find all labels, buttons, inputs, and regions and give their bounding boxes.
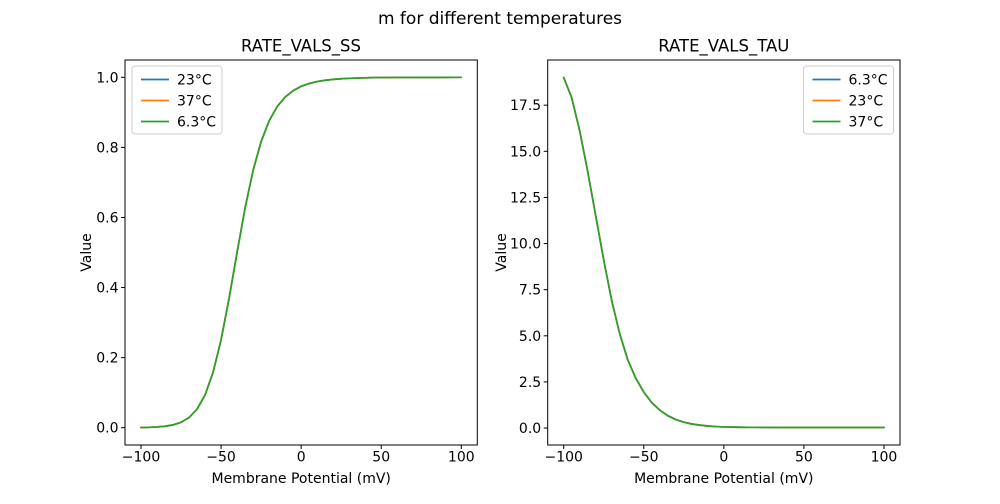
y-tick-label: 7.5 bbox=[519, 283, 541, 299]
x-axis-label: Membrane Potential (mV) bbox=[211, 471, 390, 487]
plot-border bbox=[547, 59, 901, 446]
subplot-rate-vals-tau: RATE_VALS_TAU Membrane Potential (mV) Va… bbox=[494, 37, 901, 487]
legend: 6.3°C 23°C 37°C bbox=[803, 65, 894, 135]
legend-label: 6.3°C bbox=[849, 73, 888, 89]
y-tick-label: 5.0 bbox=[519, 329, 541, 345]
x-tick-label: −50 bbox=[206, 450, 236, 466]
x-tick-label: 100 bbox=[871, 450, 898, 466]
legend-label: 37°C bbox=[177, 94, 212, 110]
legend-box bbox=[803, 65, 894, 135]
y-tick-label: 12.5 bbox=[510, 190, 541, 206]
x-tick-label: −100 bbox=[544, 450, 582, 466]
x-axis-label: Membrane Potential (mV) bbox=[634, 471, 813, 487]
legend-label: 23°C bbox=[849, 94, 884, 110]
y-tick-label: 2.5 bbox=[519, 375, 541, 391]
x-tick-label: 100 bbox=[448, 450, 475, 466]
y-tick-label: 0.2 bbox=[96, 351, 118, 367]
legend-box bbox=[131, 65, 223, 135]
x-tick-label: 0 bbox=[297, 450, 306, 466]
subplot-title: RATE_VALS_TAU bbox=[658, 37, 789, 57]
subplot-rate-vals-ss: RATE_VALS_SS Membrane Potential (mV) Val… bbox=[79, 37, 478, 487]
legend: 23°C 37°C 6.3°C bbox=[131, 65, 223, 135]
subplot-title: RATE_VALS_SS bbox=[241, 37, 361, 57]
y-tick-label: 10.0 bbox=[510, 237, 541, 253]
x-tick-label: −100 bbox=[122, 450, 160, 466]
y-tick-label: 0.8 bbox=[96, 140, 118, 156]
y-tick-label: 0.6 bbox=[96, 210, 118, 226]
curve-6-3-C bbox=[140, 76, 463, 429]
y-tick-label: 0.4 bbox=[96, 281, 118, 297]
x-tick-label: −50 bbox=[629, 450, 659, 466]
plot-area-ss: −100 −50 0 50 100 0.0 0.2 0.4 0.6 0.8 1.0 23°C 37°C 6… bbox=[96, 59, 478, 466]
legend-label: 23°C bbox=[177, 73, 212, 89]
y-tick-label: 1.0 bbox=[96, 70, 118, 86]
plot-area-tau: −100 −50 0 50 100 0.0 2.5 5.0 7.5 10.0 12.5 15.0 17.… bbox=[510, 59, 901, 466]
y-tick-label: 0.0 bbox=[96, 421, 118, 437]
x-tick-label: 0 bbox=[719, 450, 728, 466]
y-axis-label: Value bbox=[79, 233, 95, 271]
y-tick-label: 15.0 bbox=[510, 144, 541, 160]
plot-border bbox=[124, 59, 478, 446]
y-tick-label: 17.5 bbox=[510, 98, 541, 114]
legend-label: 6.3°C bbox=[177, 115, 216, 131]
figure-suptitle: m for different temperatures bbox=[378, 9, 622, 29]
curve-37-C bbox=[562, 76, 885, 429]
legend-label: 37°C bbox=[849, 115, 884, 131]
y-tick-label: 0.0 bbox=[519, 421, 541, 437]
y-axis-label: Value bbox=[494, 233, 510, 271]
x-tick-label: 50 bbox=[372, 450, 390, 466]
x-tick-label: 50 bbox=[795, 450, 813, 466]
